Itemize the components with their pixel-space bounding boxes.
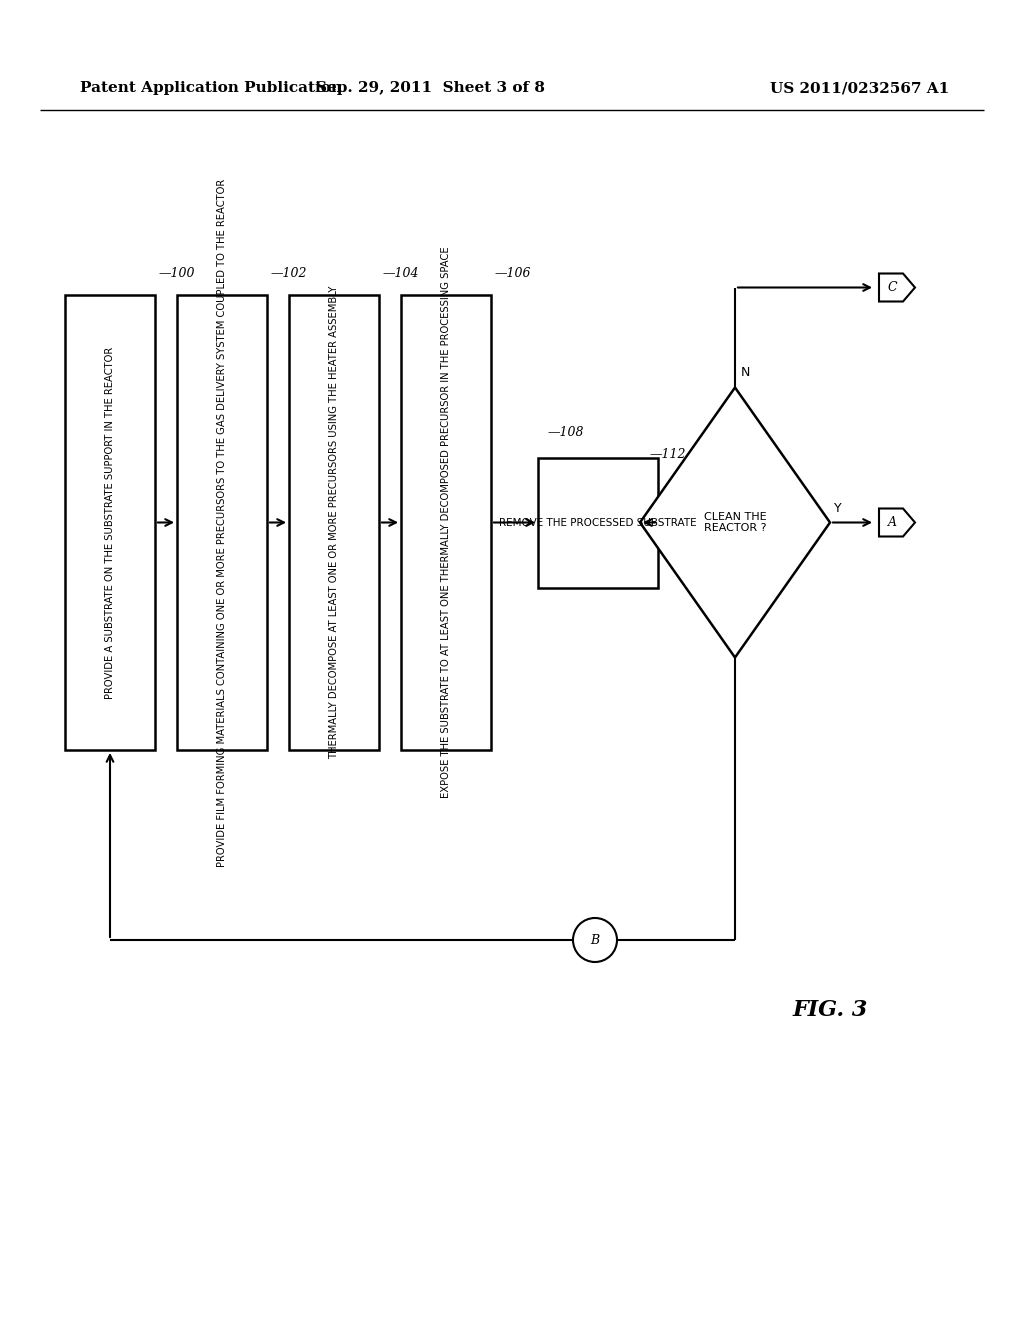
Text: Sep. 29, 2011  Sheet 3 of 8: Sep. 29, 2011 Sheet 3 of 8 <box>315 81 545 95</box>
Circle shape <box>573 917 617 962</box>
Bar <box>538 458 658 587</box>
Text: REMOVE THE PROCESSED SUBSTRATE: REMOVE THE PROCESSED SUBSTRATE <box>499 517 696 528</box>
Text: —102: —102 <box>271 267 307 280</box>
Bar <box>289 294 379 750</box>
Text: US 2011/0232567 A1: US 2011/0232567 A1 <box>770 81 949 95</box>
Text: Patent Application Publication: Patent Application Publication <box>80 81 342 95</box>
Text: EXPOSE THE SUBSTRATE TO AT LEAST ONE THERMALLY DECOMPOSED PRECURSOR IN THE PROCE: EXPOSE THE SUBSTRATE TO AT LEAST ONE THE… <box>441 247 451 799</box>
Polygon shape <box>640 388 830 657</box>
Text: A: A <box>888 516 896 529</box>
Text: —112: —112 <box>650 449 686 462</box>
Polygon shape <box>879 508 915 536</box>
Text: PROVIDE FILM FORMING MATERIALS CONTAINING ONE OR MORE PRECURSORS TO THE GAS DELI: PROVIDE FILM FORMING MATERIALS CONTAININ… <box>217 178 227 867</box>
Text: B: B <box>591 933 600 946</box>
Text: PROVIDE A SUBSTRATE ON THE SUBSTRATE SUPPORT IN THE REACTOR: PROVIDE A SUBSTRATE ON THE SUBSTRATE SUP… <box>105 346 115 698</box>
Text: N: N <box>741 367 751 380</box>
Text: THERMALLY DECOMPOSE AT LEAST ONE OR MORE PRECURSORS USING THE HEATER ASSEMBLY: THERMALLY DECOMPOSE AT LEAST ONE OR MORE… <box>329 286 339 759</box>
Polygon shape <box>879 273 915 301</box>
Bar <box>65 294 155 750</box>
Text: —108: —108 <box>548 426 585 440</box>
Text: CLEAN THE
REACTOR ?: CLEAN THE REACTOR ? <box>703 512 766 533</box>
Bar <box>401 294 490 750</box>
Text: Y: Y <box>834 502 842 515</box>
Text: —100: —100 <box>159 267 196 280</box>
Bar <box>177 294 267 750</box>
Text: —106: —106 <box>495 267 531 280</box>
Text: C: C <box>887 281 897 294</box>
Text: FIG. 3: FIG. 3 <box>793 999 867 1020</box>
Text: —104: —104 <box>383 267 420 280</box>
